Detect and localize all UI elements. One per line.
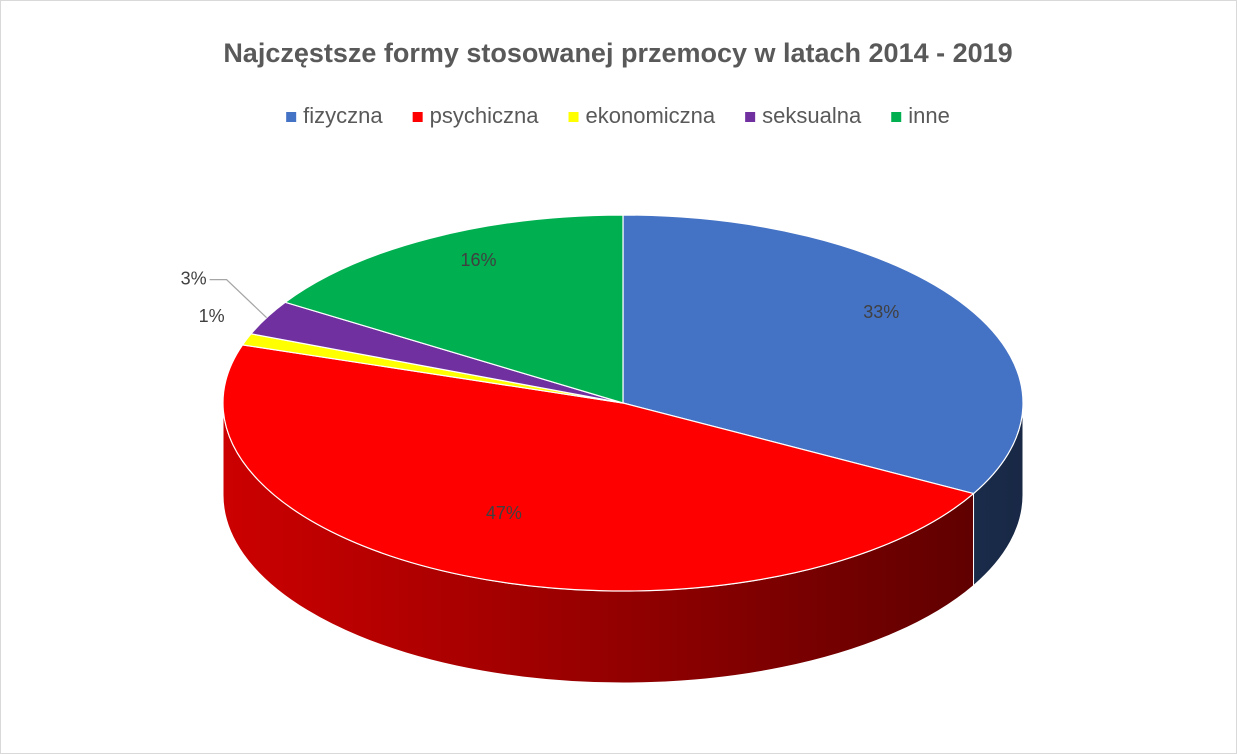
legend-item: psychiczna — [412, 103, 540, 128]
value-label: 47% — [486, 503, 522, 523]
value-labels: 33% 47% 1% 3% 16% — [181, 250, 900, 523]
legend-swatch — [745, 112, 756, 122]
leader-line — [209, 279, 268, 319]
legend-label: fizyczna — [303, 103, 383, 128]
value-label: 16% — [460, 250, 496, 270]
legend-item: seksualna — [745, 103, 862, 128]
value-label: 1% — [199, 306, 225, 326]
legend-swatch — [412, 112, 423, 122]
legend-label: ekonomiczna — [586, 103, 716, 128]
slice — [622, 214, 1024, 495]
value-label: 3% — [181, 268, 207, 288]
slice — [283, 214, 624, 404]
legend-item: ekonomiczna — [568, 103, 716, 128]
legend-item: inne — [891, 103, 950, 128]
legend-label: inne — [908, 103, 950, 128]
value-label: 33% — [863, 302, 899, 322]
slice — [222, 344, 975, 592]
pie-tops — [222, 214, 1024, 592]
legend-item: fizyczna — [286, 103, 383, 128]
legend-swatch — [286, 112, 297, 122]
legend-label: psychiczna — [430, 103, 540, 128]
legend: fizyczna psychiczna ekonomiczna seksualna in… — [286, 103, 950, 128]
legend-swatch — [891, 112, 902, 122]
legend-swatch — [568, 112, 579, 122]
legend-label: seksualna — [762, 103, 862, 128]
chart-title: Najczęstsze formy stosowanej przemocy w … — [223, 38, 1012, 68]
